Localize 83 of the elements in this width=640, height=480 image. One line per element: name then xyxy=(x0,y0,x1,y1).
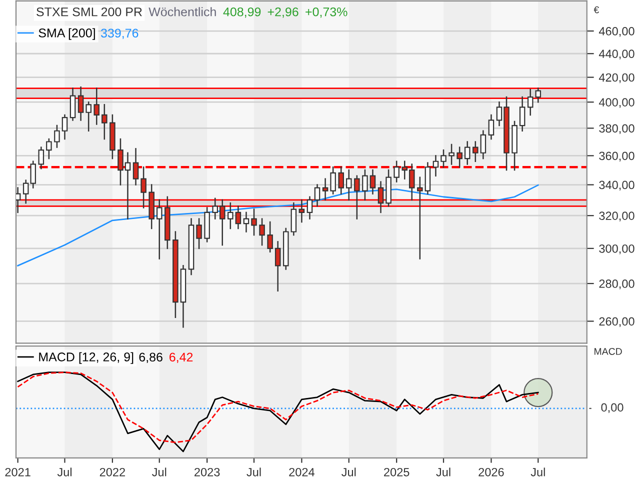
candlestick xyxy=(354,175,360,220)
x-tick-label: 2024 xyxy=(289,468,314,476)
text: 6,86 xyxy=(139,352,162,364)
annotation: 408,99 xyxy=(223,7,261,18)
candlestick xyxy=(330,166,336,194)
candlestick xyxy=(243,212,250,232)
candlestick xyxy=(306,196,313,220)
candlestick xyxy=(196,218,202,250)
y-tick-label: 260,00 xyxy=(599,317,634,327)
y-tick-label: 280,00 xyxy=(599,280,634,290)
chart-subtitle: Wöchentlich xyxy=(148,7,216,16)
candlestick xyxy=(259,218,265,246)
y-tick-label: 320,00 xyxy=(599,212,634,222)
candlestick xyxy=(346,169,352,201)
candlestick xyxy=(456,146,462,168)
x-tick-label: Jul xyxy=(530,468,545,476)
candlestick xyxy=(338,166,344,194)
x-tick-label: Jul xyxy=(152,468,166,476)
candlestick xyxy=(378,181,384,214)
candlestick xyxy=(527,88,534,116)
y-tick-label: 460,00 xyxy=(598,27,634,37)
candlestick xyxy=(228,202,234,230)
candlestick xyxy=(156,199,162,260)
candlestick xyxy=(417,176,423,260)
candlestick xyxy=(322,178,328,201)
y-tick-label: 340,00 xyxy=(599,180,634,191)
candlestick xyxy=(267,221,273,252)
candlestick xyxy=(440,149,446,168)
legend-label: MACD [12, 26, 9] xyxy=(39,352,134,364)
candlestick xyxy=(78,86,84,121)
candlestick xyxy=(102,104,108,140)
y-axis-title: € xyxy=(594,6,599,14)
candlestick xyxy=(370,169,376,194)
y-tick-label: 300,00 xyxy=(599,244,634,254)
candlestick xyxy=(432,155,439,176)
annotation: 339,76 xyxy=(100,28,138,40)
ref-line-label: 0,00 xyxy=(601,403,624,414)
x-tick-label: Jul xyxy=(57,468,72,476)
candlestick xyxy=(472,141,478,162)
x-tick-label: Jul xyxy=(436,468,450,476)
candlestick xyxy=(362,169,368,201)
candlestick xyxy=(424,162,431,194)
annotation: +2,96 xyxy=(268,7,298,18)
x-tick-label: 2022 xyxy=(100,468,125,476)
candlestick xyxy=(480,130,486,160)
x-tick-label: 2026 xyxy=(478,468,504,476)
candlestick xyxy=(140,166,146,208)
candlestick xyxy=(94,88,100,125)
candlestick xyxy=(86,101,92,132)
candlestick xyxy=(448,144,454,165)
candlestick xyxy=(298,199,305,223)
line-series xyxy=(17,184,539,266)
candlestick xyxy=(132,148,139,186)
candlestick xyxy=(314,184,320,207)
candlestick xyxy=(464,141,470,165)
y-tick-label: 380,00 xyxy=(599,124,634,134)
candlestick xyxy=(394,160,400,182)
candlestick xyxy=(274,241,281,292)
y-tick-label: 420,00 xyxy=(598,73,634,84)
candlestick xyxy=(235,206,242,230)
candlestick xyxy=(62,114,68,140)
legend-label: SMA [200] xyxy=(38,28,95,40)
candlestick xyxy=(290,202,297,236)
y-tick-label: 360,00 xyxy=(599,152,634,162)
candlestick xyxy=(488,114,494,140)
x-tick-label: Jul xyxy=(246,468,261,476)
candlestick xyxy=(535,88,542,103)
y-tick-label: 400,00 xyxy=(598,98,634,108)
text: 6,42 xyxy=(170,352,193,364)
x-tick-label: 2025 xyxy=(384,468,410,476)
candlestick xyxy=(54,124,60,148)
chart-title: STXE SML 200 PR xyxy=(36,7,142,16)
candlestick xyxy=(251,208,257,236)
x-tick-label: 2023 xyxy=(194,468,220,476)
candlestick xyxy=(46,138,52,160)
x-tick-label: Jul xyxy=(342,468,356,476)
y-tick-label: 440,00 xyxy=(598,50,634,60)
y-axis-title: MACD xyxy=(594,348,622,355)
annotation: +0,73% xyxy=(306,7,348,18)
candlestick xyxy=(519,96,526,132)
x-tick-label: 2021 xyxy=(5,468,30,476)
candlestick xyxy=(38,146,44,170)
candlestick xyxy=(70,88,76,121)
